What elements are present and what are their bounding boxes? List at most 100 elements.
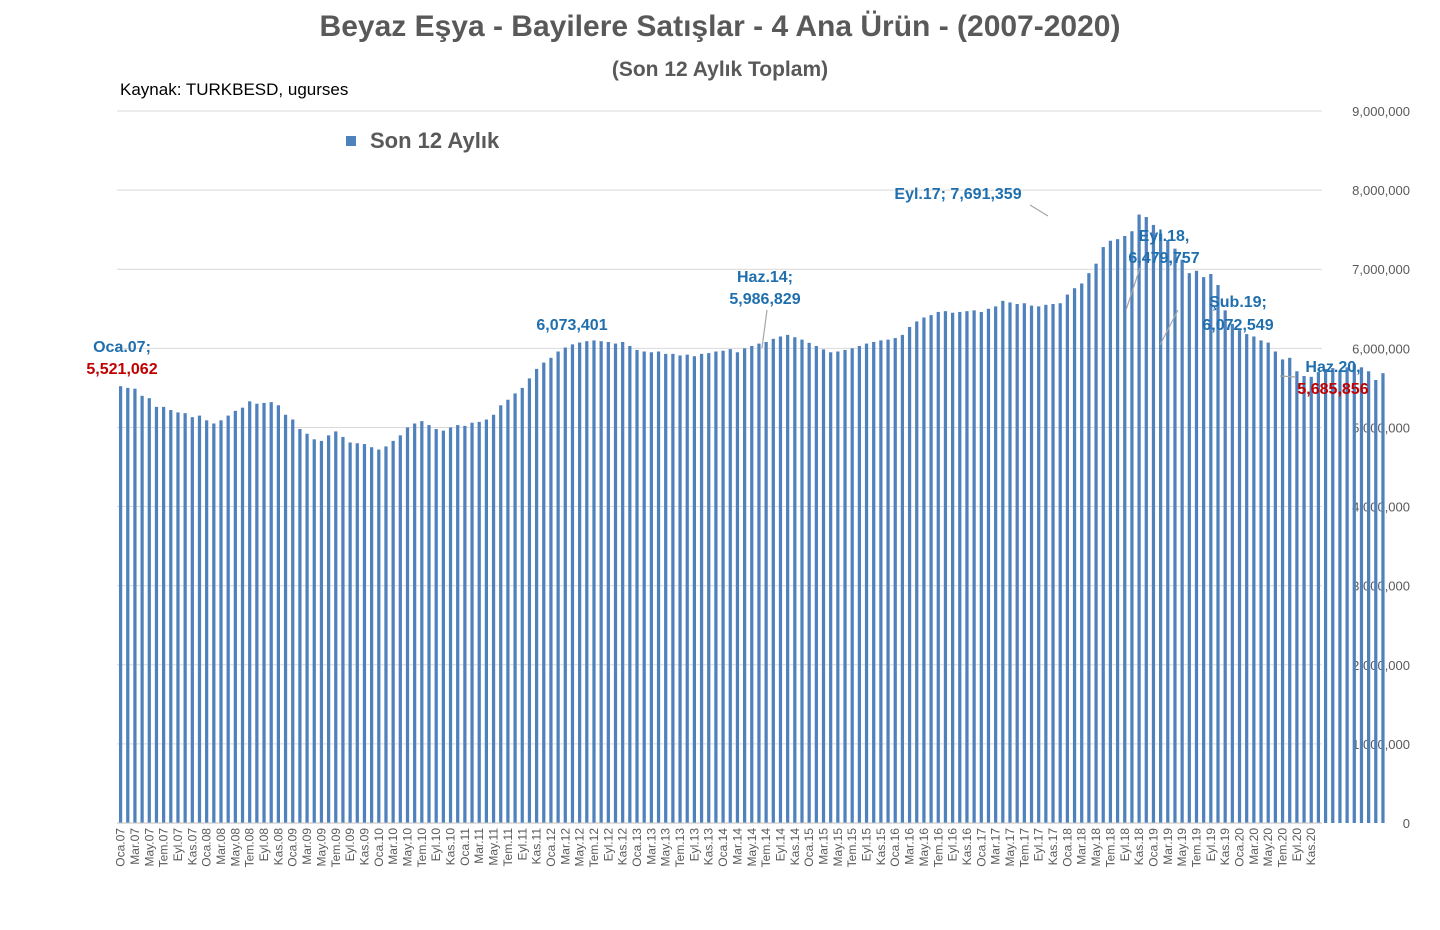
bar xyxy=(262,402,266,823)
bar xyxy=(420,421,424,823)
annotations: Oca.07; 5,521,062 6,073,401 Haz.14; 5,986,82… xyxy=(86,186,1368,398)
bar xyxy=(506,399,510,823)
x-tick-label: Mar.15 xyxy=(817,828,831,865)
chart-title: Beyaz Eşya - Bayilere Satışlar - 4 Ana Ü… xyxy=(319,10,1121,43)
bar xyxy=(1137,214,1141,823)
annotation-label: Haz.20, xyxy=(1305,359,1360,376)
x-tick-label: Kas.11 xyxy=(530,828,544,865)
bar xyxy=(1144,217,1148,823)
bar xyxy=(1280,359,1285,823)
bar xyxy=(699,353,704,823)
x-tick-label: May.10 xyxy=(401,828,415,867)
bar xyxy=(1345,367,1349,823)
annotation-leader xyxy=(1279,375,1297,378)
x-tick-label: Tem.07 xyxy=(157,828,171,868)
bar xyxy=(140,395,144,823)
x-tick-label: Eyl.16 xyxy=(946,828,960,862)
bar xyxy=(162,406,166,823)
annotation-label: Şub.19; xyxy=(1209,294,1267,311)
bar xyxy=(219,420,223,823)
x-tick-label: Tem.08 xyxy=(243,828,257,868)
bar xyxy=(578,342,582,823)
x-tick-label: Oca.19 xyxy=(1146,828,1160,867)
x-axis: Oca.07 Mar.07 May.07 Tem.07 Eyl.07 Kas.07 Oca.… xyxy=(114,822,1322,868)
bar xyxy=(1223,310,1227,823)
y-tick-label: 0 xyxy=(1403,816,1410,831)
x-tick-label: Tem.20 xyxy=(1276,828,1290,868)
chart-source: Kaynak: TURKBESD, ugurses xyxy=(120,80,349,99)
bar xyxy=(226,415,230,823)
bar xyxy=(1309,376,1313,823)
bar xyxy=(814,345,818,823)
bar xyxy=(1115,239,1120,823)
x-tick-label: Eyl.19 xyxy=(1204,828,1218,862)
bar xyxy=(807,342,811,823)
bar xyxy=(283,414,288,823)
x-tick-label: Tem.15 xyxy=(845,828,859,868)
x-tick-label: Mar.16 xyxy=(903,828,917,865)
bar xyxy=(872,342,876,823)
bar xyxy=(1029,305,1034,823)
x-tick-label: Kas.13 xyxy=(702,828,716,866)
x-tick-label: May.14 xyxy=(745,828,759,867)
legend-label: Son 12 Aylık xyxy=(370,128,500,153)
bar xyxy=(829,352,833,823)
bar xyxy=(348,442,352,823)
x-tick-label: Tem.14 xyxy=(759,828,773,868)
x-tick-label: May.09 xyxy=(314,828,328,867)
bar xyxy=(621,342,625,823)
x-tick-label: Oca.13 xyxy=(630,828,644,867)
x-tick-label: Kas.16 xyxy=(960,828,974,866)
x-tick-label: Eyl.14 xyxy=(774,828,788,862)
bar xyxy=(994,306,998,823)
bar xyxy=(628,345,632,823)
bar xyxy=(370,447,374,823)
x-tick-label: May.18 xyxy=(1089,828,1103,867)
bar xyxy=(1323,368,1328,823)
bar xyxy=(965,311,969,823)
x-tick-label: May.12 xyxy=(573,828,587,867)
x-tick-label: Mar.12 xyxy=(558,828,572,865)
bars xyxy=(118,214,1385,824)
bar xyxy=(1331,368,1335,823)
bar xyxy=(556,351,560,823)
bar xyxy=(1237,330,1242,823)
x-tick-label: Tem.10 xyxy=(415,828,429,868)
bar xyxy=(1008,302,1012,823)
bar xyxy=(563,347,567,823)
annotation-value: 5,986,829 xyxy=(729,291,800,308)
annotation-label: Haz.14; xyxy=(737,269,793,286)
bar xyxy=(1259,340,1263,823)
bar xyxy=(1044,304,1048,823)
bar xyxy=(534,368,539,823)
bar xyxy=(1065,294,1069,823)
bar xyxy=(857,345,861,823)
bar xyxy=(542,362,546,823)
bar xyxy=(821,349,826,823)
x-tick-label: Kas.08 xyxy=(271,828,285,866)
x-tick-label: Kas.10 xyxy=(444,828,458,866)
annotation-value: 6,072,549 xyxy=(1202,317,1273,334)
bar xyxy=(319,440,324,823)
bar xyxy=(714,351,718,823)
x-tick-label: Oca.10 xyxy=(372,828,386,867)
bar xyxy=(197,415,202,823)
x-tick-label: Kas.14 xyxy=(788,828,802,866)
bar xyxy=(671,353,675,823)
bar xyxy=(1252,336,1256,823)
bar xyxy=(1302,376,1306,823)
bar xyxy=(1194,270,1199,823)
bar xyxy=(190,417,194,823)
x-tick-label: Eyl.17 xyxy=(1032,828,1046,862)
bar xyxy=(355,443,359,823)
bar xyxy=(793,337,797,823)
bar xyxy=(1338,370,1342,823)
bar xyxy=(1180,259,1184,824)
x-tick-label: Oca.20 xyxy=(1233,828,1247,867)
x-tick-label: Tem.18 xyxy=(1103,828,1117,868)
bar xyxy=(334,431,338,823)
x-tick-label: Eyl.09 xyxy=(343,828,357,862)
bar xyxy=(1266,342,1270,823)
bar xyxy=(943,311,948,823)
x-tick-label: Mar.17 xyxy=(989,828,1003,865)
